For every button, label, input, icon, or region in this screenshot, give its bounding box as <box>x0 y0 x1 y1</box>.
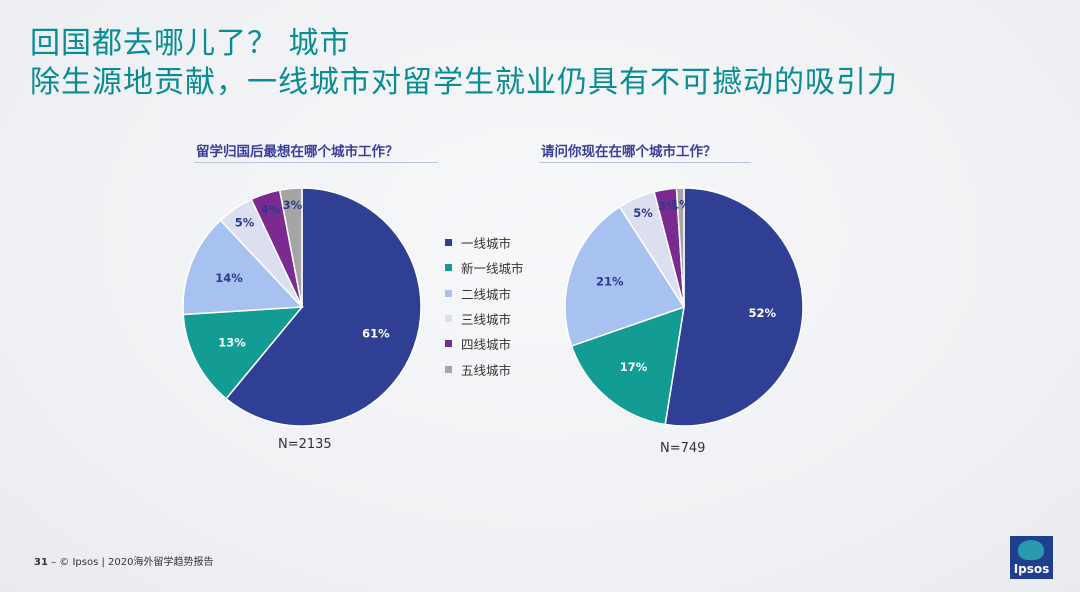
legend-swatch <box>445 239 452 247</box>
pie-data-label: 61% <box>362 327 390 341</box>
ipsos-logo: Ipsos <box>1010 536 1053 579</box>
page-title: 回国都去哪儿了？ 城市 <box>30 26 351 61</box>
pie-data-label: 3% <box>283 198 303 212</box>
legend-label: 一线城市 <box>461 236 512 252</box>
chart1-sample-size: N=2135 <box>278 437 332 452</box>
pie-data-label: 17% <box>620 360 648 374</box>
page-subtitle: 除生源地贡献，一线城市对留学生就业仍具有不可撼动的吸引力 <box>30 65 898 100</box>
chart2-sample-size: N=749 <box>660 441 706 456</box>
chart2-pie: 52% 17% 21% 5% 3%1% <box>564 187 804 427</box>
legend-swatch <box>445 289 452 297</box>
legend-label: 三线城市 <box>461 312 512 328</box>
pie-data-label: 52% <box>749 306 777 320</box>
pie-data-label: 13% <box>218 336 246 350</box>
footer-text: – © Ipsos | 2020海外留学趋势报告 <box>51 557 214 568</box>
legend-label: 二线城市 <box>461 286 512 302</box>
footer: 31 – © Ipsos | 2020海外留学趋势报告 <box>34 553 213 568</box>
pie-data-label: 1% <box>671 198 691 212</box>
pie-slice-6 <box>675 187 685 308</box>
legend-swatch <box>445 365 452 373</box>
legend-label: 新一线城市 <box>461 261 524 277</box>
legend-swatch <box>445 315 452 323</box>
chart1-title-underline <box>194 162 438 163</box>
legend-item: 三线城市 <box>445 306 524 331</box>
chart1-title: 留学归国后最想在哪个城市工作？ <box>196 144 399 160</box>
chart2-title-underline <box>539 162 751 163</box>
pie-data-label: 3% <box>658 199 678 213</box>
legend-label: 五线城市 <box>461 362 512 378</box>
legend-item: 二线城市 <box>445 281 524 306</box>
legend-item: 五线城市 <box>445 356 524 381</box>
page-number: 31 <box>34 557 48 568</box>
pie-data-label: 4% <box>261 203 281 217</box>
pie-slice-2 <box>182 306 304 400</box>
pie-slice-1 <box>664 187 804 427</box>
pie-slice-3 <box>564 205 686 347</box>
pie-slice-1 <box>225 187 422 427</box>
pie-data-label: 21% <box>596 274 624 288</box>
pie-data-label: 5% <box>633 206 653 220</box>
legend-swatch <box>445 340 452 348</box>
legend-label: 四线城市 <box>461 337 512 353</box>
pie-slice-6 <box>278 187 303 308</box>
chart2-title: 请问你现在在哪个城市工作？ <box>541 144 717 160</box>
pie-data-label: 14% <box>215 271 243 285</box>
legend-swatch <box>445 264 452 272</box>
logo-mark-icon <box>1018 540 1044 560</box>
legend-item: 一线城市 <box>445 230 524 255</box>
logo-text: Ipsos <box>1013 562 1050 576</box>
chart-legend: 一线城市新一线城市二线城市三线城市四线城市五线城市 <box>445 230 524 382</box>
pie-slice-3 <box>182 219 304 316</box>
pie-data-label: 5% <box>235 215 255 229</box>
legend-item: 四线城市 <box>445 331 524 356</box>
chart1-pie: 61% 13% 14% 5% 4% 3% <box>182 187 422 427</box>
legend-item: 新一线城市 <box>445 255 524 280</box>
